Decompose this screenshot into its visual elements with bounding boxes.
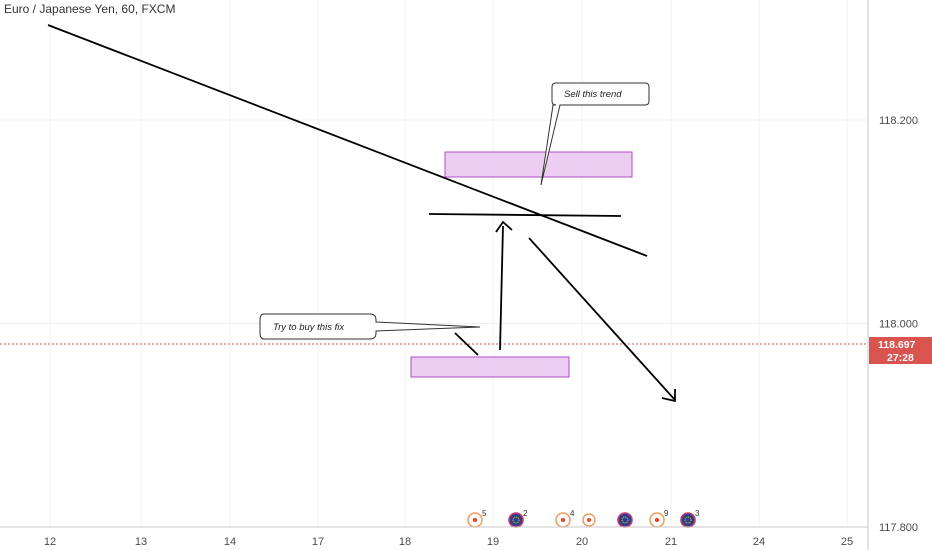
- buy-zone[interactable]: [410, 356, 570, 378]
- event-marker[interactable]: [582, 513, 596, 527]
- event-count: 3: [695, 509, 700, 518]
- buy-callout-text: Try to buy this fix: [273, 322, 345, 333]
- price-tick-label: 118.200: [879, 115, 918, 127]
- event-center-icon: [472, 517, 478, 523]
- last-price-tag: [869, 337, 932, 351]
- drawings-layer: Sell this trend Try to buy this fix: [47, 24, 676, 402]
- flag-eu-icon: [680, 512, 696, 528]
- time-tick-label: 25: [841, 536, 853, 548]
- sell-zone[interactable]: [444, 151, 633, 178]
- time-tick-label: 24: [753, 536, 765, 548]
- flag-eu-icon: [508, 512, 524, 528]
- horizontal-level-line[interactable]: [428, 213, 622, 217]
- time-tick-label: 21: [665, 536, 677, 548]
- sell-callout-text: Sell this trend: [564, 89, 622, 100]
- time-tick-label: 14: [224, 536, 236, 548]
- time-tick-label: 20: [576, 536, 588, 548]
- event-marker[interactable]: [617, 512, 633, 528]
- event-count: 2: [523, 509, 528, 518]
- sell-path-arrow[interactable]: [454, 221, 676, 402]
- time-tick-label: 18: [399, 536, 411, 548]
- time-axis[interactable]: 12 13 14 17 18 19 20 21 24 25: [0, 526, 868, 548]
- zones-layer: [410, 151, 633, 378]
- time-tick-label: 19: [487, 536, 499, 548]
- buy-callout[interactable]: Try to buy this fix: [259, 313, 481, 340]
- countdown-label: 27:28: [887, 352, 914, 364]
- price-axis-ticks: 120.200120.000119.800119.600119.400119.2…: [879, 115, 918, 534]
- flag-eu-icon: [617, 512, 633, 528]
- descending-trendline[interactable]: [47, 24, 648, 257]
- event-dot-center-icon: [587, 518, 591, 522]
- event-count: 9: [664, 509, 669, 518]
- flag-stars-icon: [684, 516, 692, 524]
- flag-stars-icon: [621, 516, 629, 524]
- event-marker[interactable]: 5: [467, 509, 487, 528]
- time-axis-ticks: 12 13 14 17 18 19 20 21 24 25: [44, 536, 853, 548]
- time-tick-label: 13: [135, 536, 147, 548]
- event-count: 4: [570, 509, 575, 518]
- last-price-label: 118.697: [878, 339, 916, 351]
- price-tick-label: 117.800: [879, 522, 918, 534]
- event-center-icon: [560, 517, 566, 523]
- price-axis[interactable]: 120.200120.000119.800119.600119.400119.2…: [867, 0, 932, 550]
- time-tick-label: 12: [44, 536, 56, 548]
- price-tick-label: 118.000: [879, 319, 918, 331]
- chart-title: Euro / Japanese Yen, 60, FXCM: [4, 2, 175, 16]
- event-center-icon: [654, 517, 660, 523]
- price-axis-background: [868, 0, 932, 550]
- event-count: 5: [482, 509, 487, 518]
- flag-stars-icon: [512, 516, 520, 524]
- sell-callout[interactable]: Sell this trend: [540, 82, 650, 186]
- countdown-tag: [869, 351, 932, 364]
- time-tick-label: 17: [312, 536, 324, 548]
